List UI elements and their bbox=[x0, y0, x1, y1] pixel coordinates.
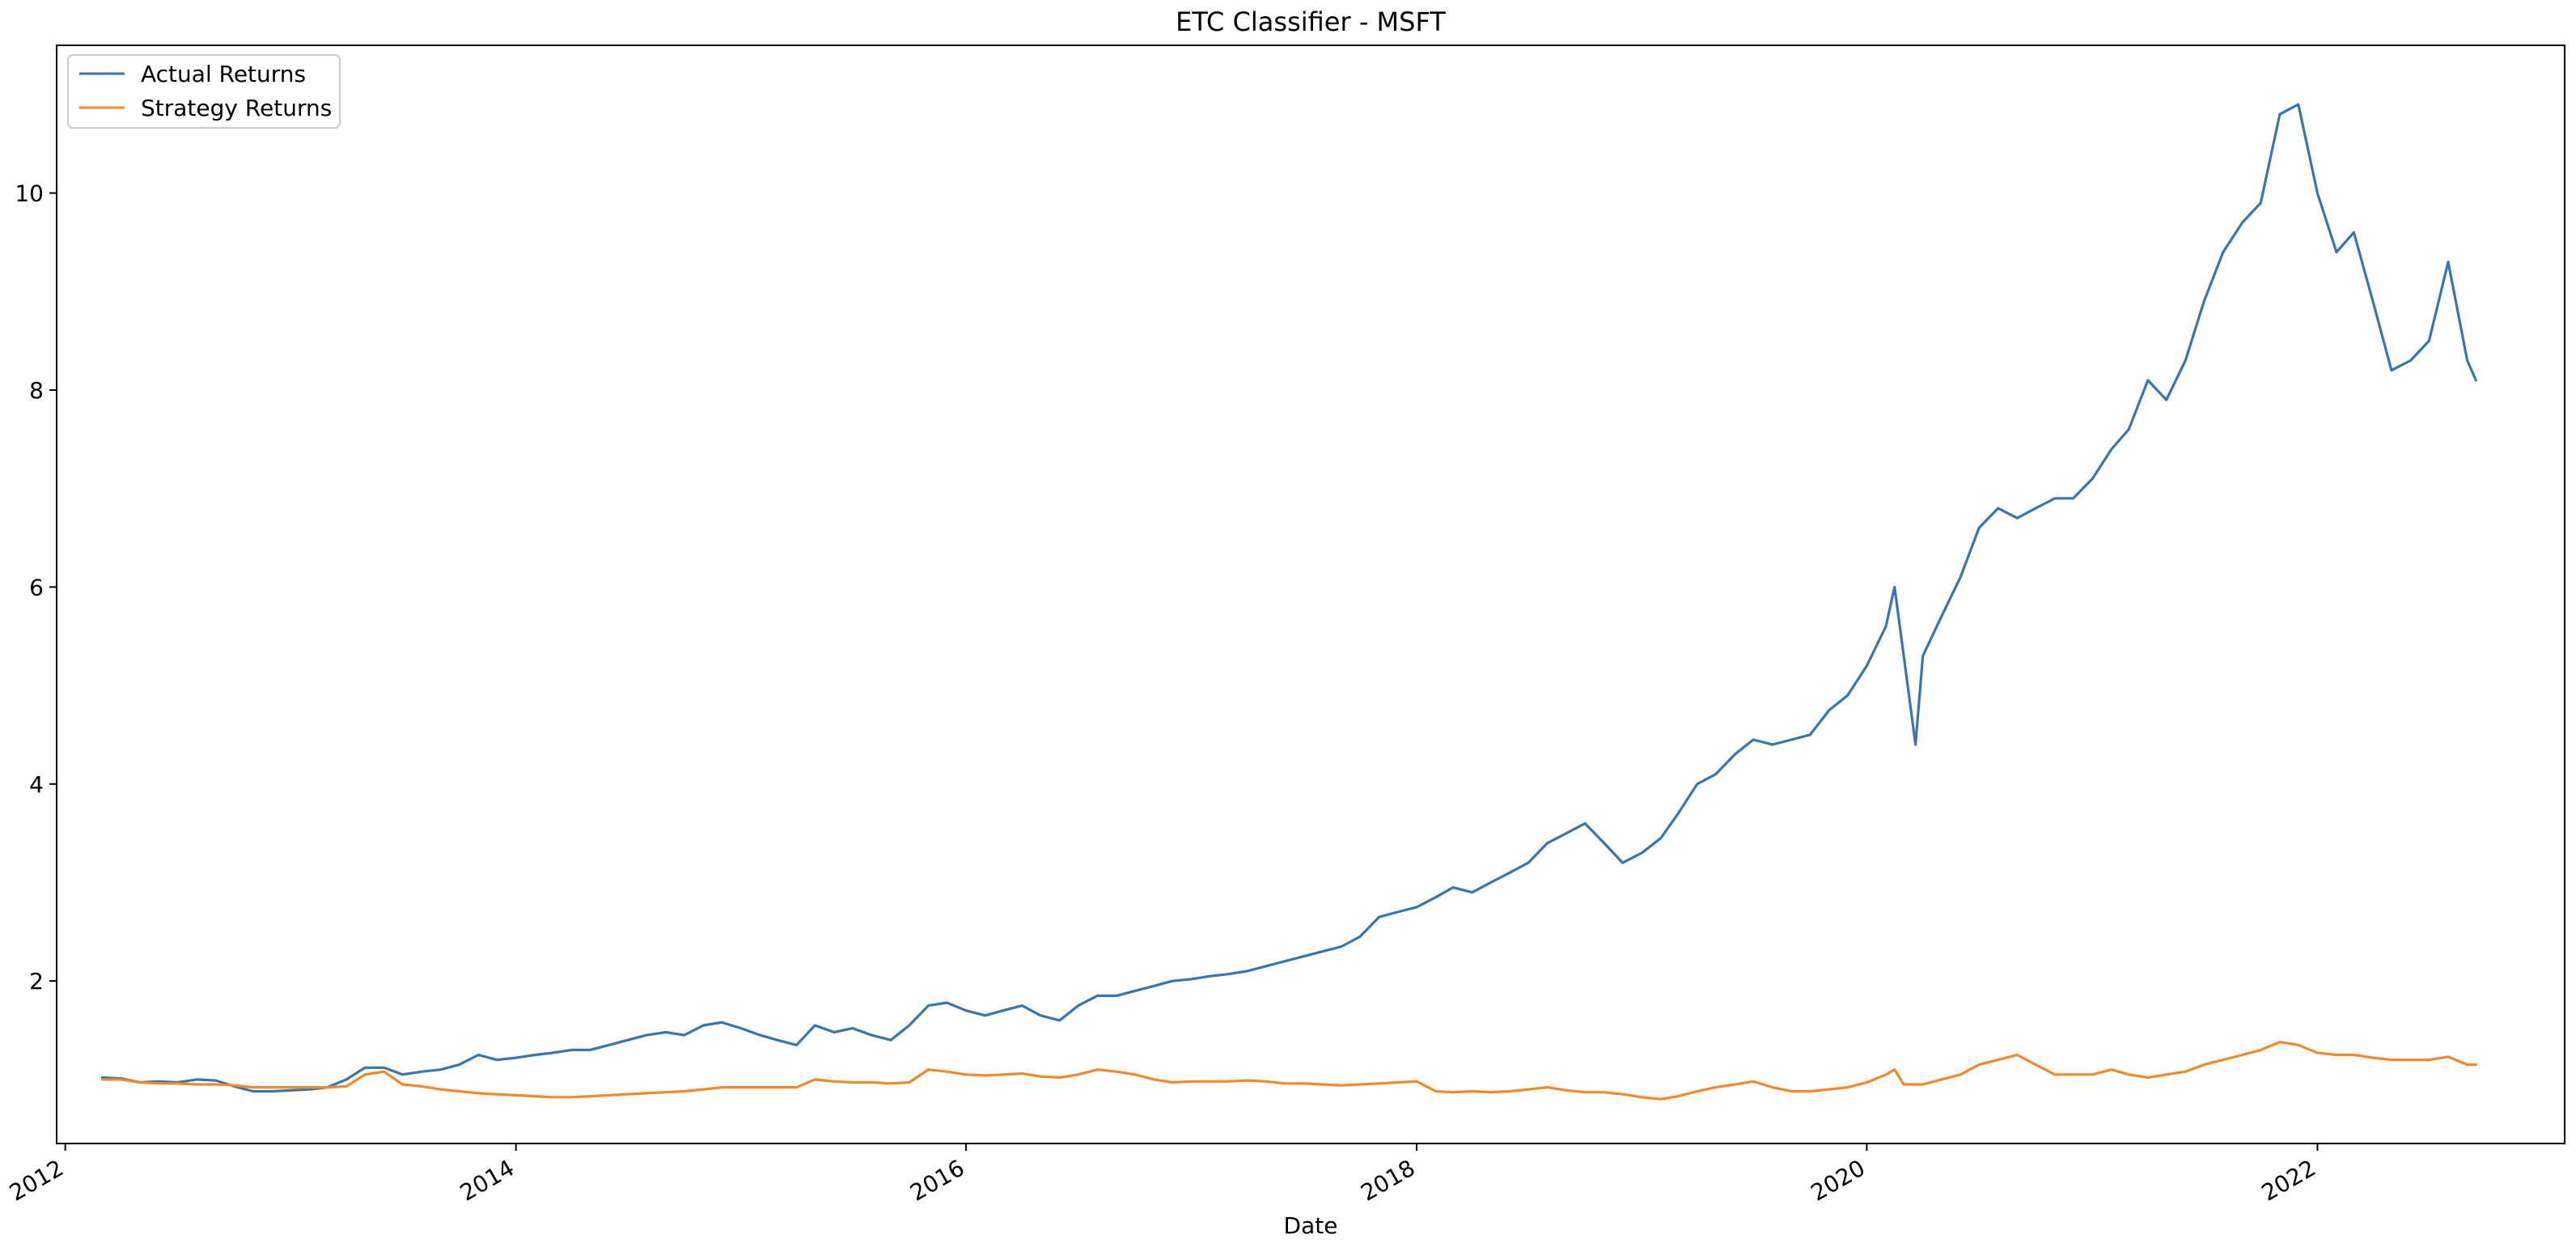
y-tick-label: 8 bbox=[29, 377, 44, 404]
axes-frame bbox=[56, 45, 2565, 1144]
y-axis: 2 4 6 8 10 bbox=[15, 180, 57, 995]
legend-label-strategy-returns: Strategy Returns bbox=[141, 95, 332, 121]
y-tick-label: 2 bbox=[29, 968, 44, 995]
x-axis-label: Date bbox=[1284, 1212, 1338, 1239]
legend-label-actual-returns: Actual Returns bbox=[141, 61, 306, 87]
legend-box bbox=[67, 54, 341, 129]
y-tick-label: 6 bbox=[29, 574, 44, 600]
plot-area bbox=[56, 45, 2565, 1144]
series-layer bbox=[100, 103, 2477, 1101]
chart-title: ETC Classifier - MSFT bbox=[1176, 6, 1446, 37]
series-line-strategy-returns bbox=[100, 1041, 2477, 1101]
series-line-actual-returns bbox=[100, 103, 2477, 1093]
y-tick-label: 4 bbox=[29, 771, 44, 798]
y-tick-label: 10 bbox=[15, 180, 44, 207]
legend: Actual Returns Strategy Returns bbox=[67, 54, 341, 129]
